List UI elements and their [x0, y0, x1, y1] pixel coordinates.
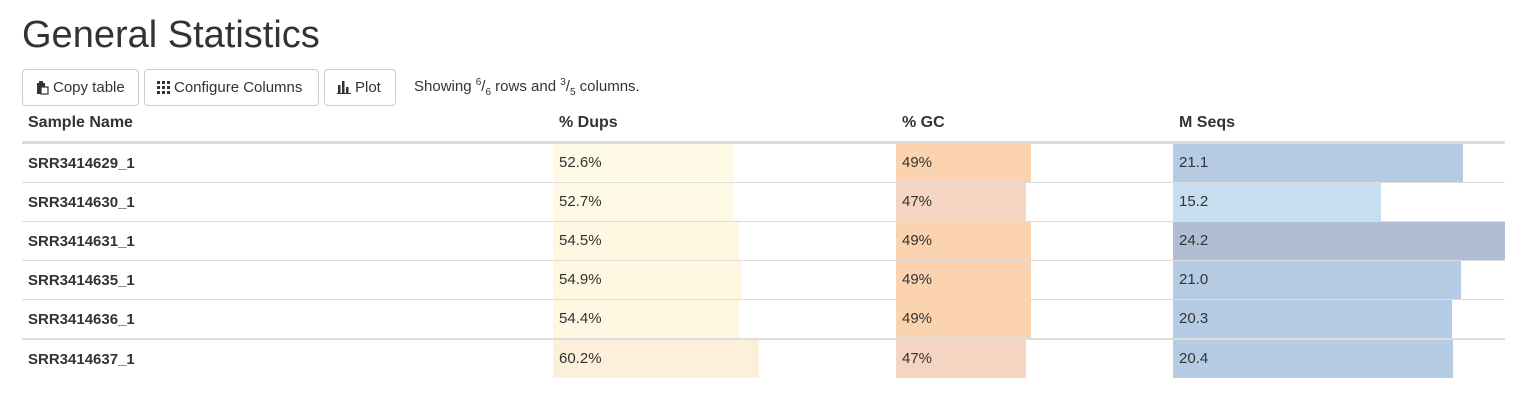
mseqs-cell: 21.0: [1173, 260, 1505, 300]
gc-value: 47%: [902, 350, 933, 367]
gc-value: 49%: [902, 232, 933, 249]
dups-bar: [553, 300, 739, 338]
sample-name-cell: SRR3414631_1: [22, 221, 553, 261]
dups-cell: 52.6%: [553, 142, 896, 183]
mseqs-cell: 24.2: [1173, 221, 1505, 261]
gc-cell: 49%: [896, 260, 1173, 300]
table-row: SRR3414629_1 52.6% 49% 21.1: [22, 142, 1505, 183]
table-row: SRR3414635_1 54.9% 49% 21.0: [22, 260, 1505, 300]
dups-bar: [553, 222, 739, 260]
mseqs-value: 20.4: [1179, 350, 1209, 367]
table-row: SRR3414631_1 54.5% 49% 24.2: [22, 221, 1505, 261]
gc-value: 49%: [902, 154, 933, 171]
mseqs-value: 15.2: [1179, 193, 1209, 210]
bar-chart-icon: [337, 81, 351, 94]
mseqs-value: 21.0: [1179, 271, 1209, 288]
dups-cell: 54.9%: [553, 260, 896, 300]
gc-bar: [896, 222, 1031, 260]
general-statistics-table: Sample Name % Dups % GC M Seqs SRR341462…: [22, 105, 1505, 378]
showing-status: Showing 6/6 rows and 3/5 columns.: [414, 77, 640, 98]
mseqs-bar: [1173, 183, 1381, 221]
sample-name-cell: SRR3414635_1: [22, 260, 553, 300]
gc-cell: 49%: [896, 221, 1173, 261]
gc-cell: 49%: [896, 142, 1173, 183]
mseqs-bar: [1173, 261, 1461, 299]
gc-bar: [896, 300, 1031, 338]
mseqs-value: 20.3: [1179, 310, 1209, 327]
mseqs-bar: [1173, 300, 1452, 338]
page-title: General Statistics: [22, 14, 320, 56]
dups-value: 54.4%: [559, 310, 602, 327]
plot-button[interactable]: Plot: [324, 69, 396, 106]
dups-bar: [553, 340, 759, 378]
mseqs-cell: 20.4: [1173, 339, 1505, 378]
dups-value: 60.2%: [559, 350, 602, 367]
mseqs-bar: [1173, 144, 1463, 182]
clipboard-icon: [35, 80, 49, 95]
dups-cell: 54.4%: [553, 299, 896, 340]
copy-table-label: Copy table: [53, 79, 125, 96]
table-row: SRR3414636_1 54.4% 49% 20.3: [22, 299, 1505, 340]
column-header-mseqs[interactable]: M Seqs: [1173, 105, 1505, 144]
table-toolbar: Copy table Configure Columns Plot Showin…: [22, 69, 640, 106]
gc-value: 49%: [902, 310, 933, 327]
copy-table-button[interactable]: Copy table: [22, 69, 139, 106]
table-row: SRR3414630_1 52.7% 47% 15.2: [22, 182, 1505, 222]
gc-value: 47%: [902, 193, 933, 210]
dups-bar: [553, 183, 733, 221]
gc-cell: 49%: [896, 299, 1173, 340]
gc-bar: [896, 183, 1026, 221]
gc-bar: [896, 261, 1031, 299]
gc-value: 49%: [902, 271, 933, 288]
mseqs-bar: [1173, 340, 1453, 378]
configure-columns-label: Configure Columns: [174, 79, 303, 96]
mseqs-value: 21.1: [1179, 154, 1209, 171]
mseqs-bar: [1173, 222, 1505, 260]
mseqs-cell: 21.1: [1173, 142, 1505, 183]
dups-cell: 54.5%: [553, 221, 896, 261]
gc-bar: [896, 144, 1031, 182]
dups-value: 52.7%: [559, 193, 602, 210]
dups-value: 54.5%: [559, 232, 602, 249]
dups-value: 54.9%: [559, 271, 602, 288]
sample-name-cell: SRR3414637_1: [28, 350, 135, 368]
sample-name-cell: SRR3414629_1: [22, 142, 553, 183]
gc-cell: 47%: [896, 339, 1173, 378]
table-row: SRR3414637_1 60.2% 47% 20.4: [22, 339, 1505, 378]
column-header-sample-name[interactable]: Sample Name: [22, 105, 553, 144]
grid-icon: [157, 81, 170, 94]
column-header-gc[interactable]: % GC: [896, 105, 1173, 144]
gc-cell: 47%: [896, 182, 1173, 222]
dups-value: 52.6%: [559, 154, 602, 171]
sample-name-cell: SRR3414636_1: [22, 299, 553, 340]
mseqs-value: 24.2: [1179, 232, 1209, 249]
dups-cell: 60.2%: [553, 339, 896, 378]
dups-bar: [553, 144, 733, 182]
table-header-row: Sample Name % Dups % GC M Seqs: [22, 105, 1505, 144]
configure-columns-button[interactable]: Configure Columns: [144, 69, 319, 106]
dups-bar: [553, 261, 741, 299]
mseqs-cell: 20.3: [1173, 299, 1505, 340]
sample-name-cell: SRR3414630_1: [22, 182, 553, 222]
plot-label: Plot: [355, 79, 381, 96]
mseqs-cell: 15.2: [1173, 182, 1505, 222]
dups-cell: 52.7%: [553, 182, 896, 222]
column-header-dups[interactable]: % Dups: [553, 105, 896, 144]
gc-bar: [896, 340, 1026, 378]
